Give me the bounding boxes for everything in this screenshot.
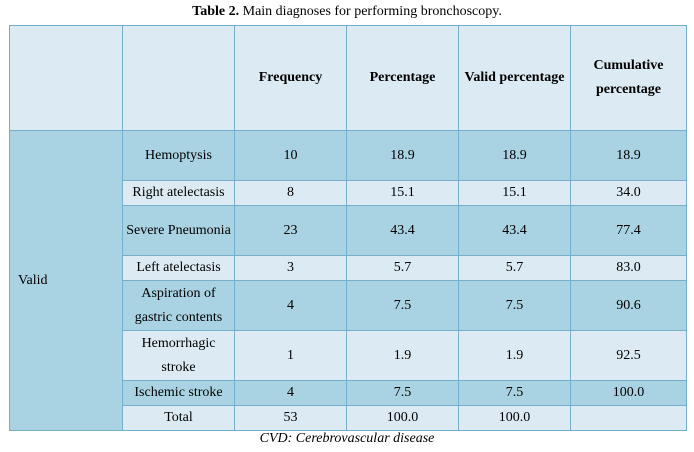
table-footnote: CVD: Cerebrovascular disease <box>259 431 435 446</box>
cell-cumulative-percentage: 100.0 <box>570 380 687 406</box>
cell-diagnosis: Total <box>122 405 235 431</box>
cell-percentage: 15.1 <box>346 180 459 206</box>
cell-percentage: 1.9 <box>346 330 459 381</box>
table-row: Left atelectasis 3 5.7 5.7 83.0 <box>10 255 687 281</box>
caption-label: Table 2. <box>192 4 240 19</box>
cell-cumulative-percentage <box>570 405 687 431</box>
cell-diagnosis: Hemoptysis <box>122 130 235 181</box>
cell-frequency: 1 <box>234 330 347 381</box>
header-blank-diagnosis <box>122 25 235 131</box>
cell-percentage: 5.7 <box>346 255 459 281</box>
cell-diagnosis: Hemorrhagic stroke <box>122 330 235 381</box>
cell-frequency: 4 <box>234 280 347 331</box>
cell-frequency: 10 <box>234 130 347 181</box>
cell-valid-percentage: 15.1 <box>458 180 571 206</box>
cell-cumulative-percentage: 90.6 <box>570 280 687 331</box>
cell-frequency: 4 <box>234 380 347 406</box>
cell-diagnosis: Right atelectasis <box>122 180 235 206</box>
cell-diagnosis: Severe Pneumonia <box>122 205 235 256</box>
table-row: Aspiration of gastric contents 4 7.5 7.5… <box>10 280 687 331</box>
cell-cumulative-percentage: 77.4 <box>570 205 687 256</box>
cell-diagnosis: Aspiration of gastric contents <box>122 280 235 331</box>
cell-percentage: 7.5 <box>346 380 459 406</box>
table-row: Ischemic stroke 4 7.5 7.5 100.0 <box>10 380 687 406</box>
cell-valid-percentage: 7.5 <box>458 280 571 331</box>
header-cumulative-percentage: Cumulative percentage <box>570 25 687 131</box>
header-frequency: Frequency <box>234 25 347 131</box>
table-row: Hemorrhagic stroke 1 1.9 1.9 92.5 <box>10 330 687 381</box>
cell-cumulative-percentage: 18.9 <box>570 130 687 181</box>
cell-valid-percentage: 7.5 <box>458 380 571 406</box>
cell-valid-percentage: 1.9 <box>458 330 571 381</box>
caption-text: Main diagnoses for performing bronchosco… <box>242 4 502 19</box>
header-valid-percentage: Valid percentage <box>458 25 571 131</box>
cell-percentage: 43.4 <box>346 205 459 256</box>
cell-percentage: 18.9 <box>346 130 459 181</box>
cell-frequency: 23 <box>234 205 347 256</box>
table-caption: Table 2. Main diagnoses for performing b… <box>0 3 694 20</box>
cell-cumulative-percentage: 92.5 <box>570 330 687 381</box>
table-header-row: Frequency Percentage Valid percentage Cu… <box>9 25 687 131</box>
cell-cumulative-percentage: 34.0 <box>570 180 687 206</box>
cell-valid-percentage: 43.4 <box>458 205 571 256</box>
diagnoses-table: Frequency Percentage Valid percentage Cu… <box>9 25 687 431</box>
cell-frequency: 53 <box>234 405 347 431</box>
table-row: Valid Hemoptysis 10 18.9 18.9 18.9 <box>9 130 687 431</box>
group-label-valid: Valid <box>9 130 123 431</box>
header-blank-group <box>9 25 123 131</box>
cell-diagnosis: Ischemic stroke <box>122 380 235 406</box>
table-row: Right atelectasis 8 15.1 15.1 34.0 <box>10 180 687 206</box>
header-percentage: Percentage <box>346 25 459 131</box>
cell-valid-percentage: 5.7 <box>458 255 571 281</box>
cell-valid-percentage: 18.9 <box>458 130 571 181</box>
cell-valid-percentage: 100.0 <box>458 405 571 431</box>
cell-frequency: 8 <box>234 180 347 206</box>
cell-cumulative-percentage: 83.0 <box>570 255 687 281</box>
cell-percentage: 7.5 <box>346 280 459 331</box>
table-row-total: Total 53 100.0 100.0 <box>10 405 687 431</box>
cell-frequency: 3 <box>234 255 347 281</box>
cell-diagnosis: Left atelectasis <box>122 255 235 281</box>
cell-percentage: 100.0 <box>346 405 459 431</box>
